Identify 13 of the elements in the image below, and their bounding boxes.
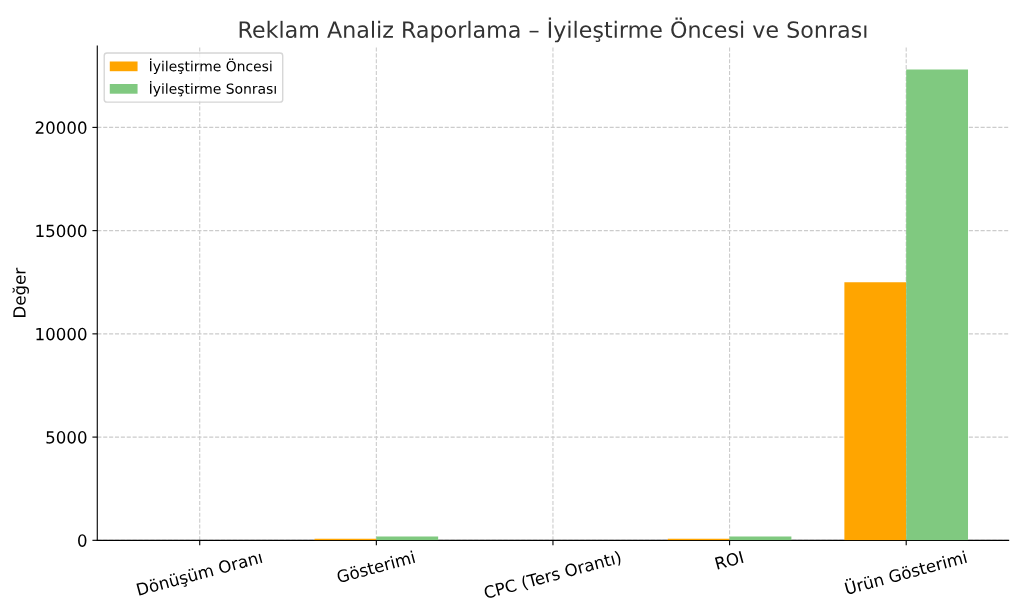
y-tick-label: 15000	[36, 224, 87, 238]
y-tick-label: 20000	[35, 121, 87, 134]
legend-label: İyileştirme Sonrası	[150, 81, 276, 97]
bar	[906, 69, 969, 541]
bar	[844, 282, 907, 541]
x-tick-label: ROI	[714, 550, 744, 570]
y-axis-title: Değer	[12, 267, 29, 317]
y-tick-label: 5000	[46, 431, 87, 444]
chart-title: Reklam Analiz Raporlama – İyileştirme Öncesi ve Sonrası	[239, 17, 867, 43]
x-tick-label: CPC (Ters Orantı)	[483, 550, 622, 601]
y-tick-label: 0	[78, 534, 87, 547]
y-tick-label: 10000	[36, 327, 87, 341]
legend-label: İyileştirme Öncesi	[150, 58, 272, 75]
